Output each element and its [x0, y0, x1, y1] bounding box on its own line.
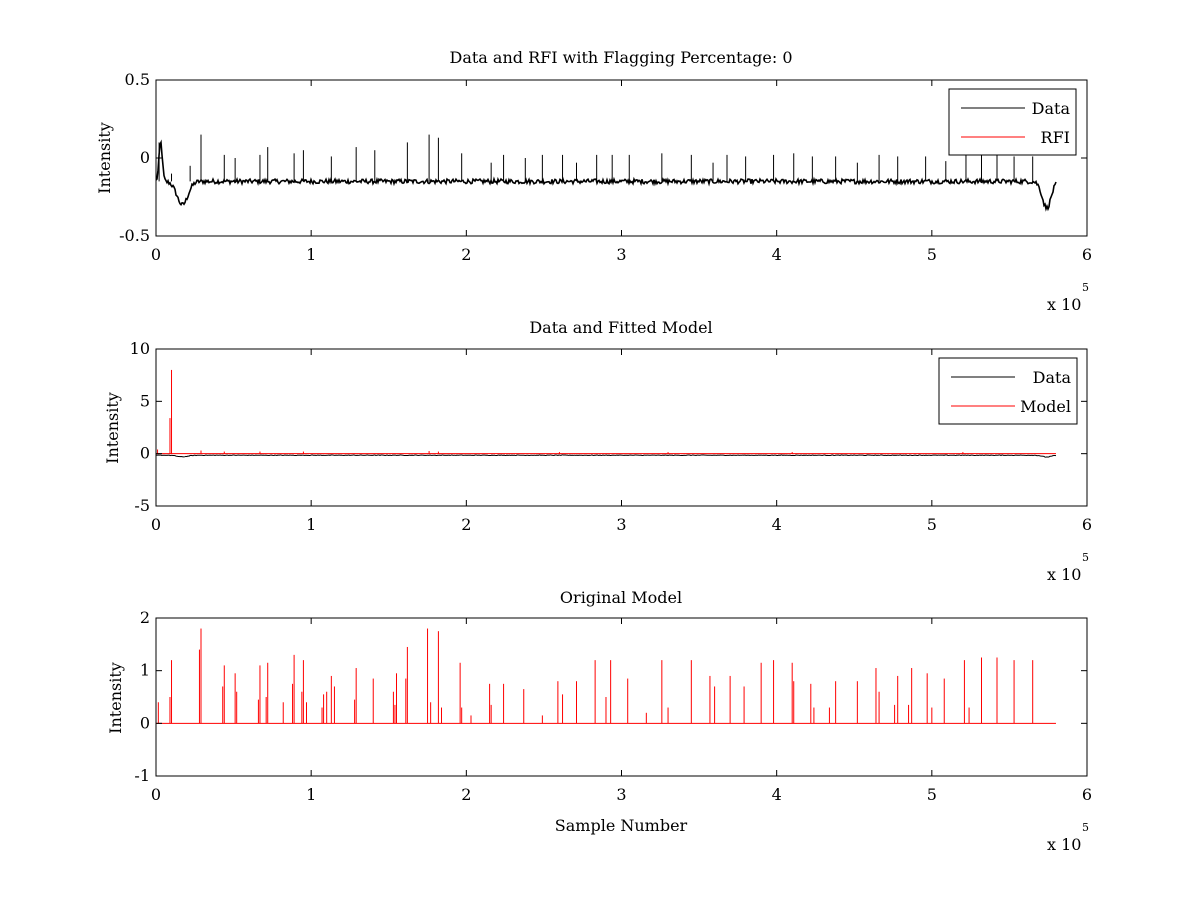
x-tick-label: 4 — [772, 785, 782, 804]
x-tick-label: 3 — [616, 245, 626, 264]
x-tick-label: 6 — [1082, 245, 1092, 264]
x-tick-label: 6 — [1082, 515, 1092, 534]
x-tick-label: 5 — [927, 515, 937, 534]
x-tick-label: 5 — [927, 245, 937, 264]
y-tick-label: -0.5 — [119, 226, 150, 245]
x-multiplier-base: x 10 — [1047, 565, 1081, 584]
legend-label-data: Data — [1032, 99, 1071, 118]
x-multiplier-exponent: 5 — [1082, 821, 1089, 834]
x-tick-label: 0 — [151, 245, 161, 264]
y-tick-label: -5 — [134, 496, 150, 515]
y-axis-label: Intensity — [95, 122, 114, 194]
x-tick-label: 1 — [306, 785, 316, 804]
series-group — [156, 369, 1057, 458]
x-tick-label: 2 — [461, 245, 471, 264]
x-tick-label: 0 — [151, 515, 161, 534]
legend-label-rfi: RFI — [1041, 128, 1070, 147]
legend: Data Model — [938, 357, 1078, 425]
y-tick-label: 5 — [140, 391, 150, 410]
series-line-data — [156, 454, 1057, 458]
y-tick-label: 0 — [140, 148, 150, 167]
legend-label-data: Data — [1033, 368, 1072, 387]
axes-frame — [155, 617, 1088, 777]
x-tick-label: 1 — [306, 245, 316, 264]
subplot-title: Data and Fitted Model — [529, 318, 712, 337]
x-tick-label: 2 — [461, 515, 471, 534]
y-tick-label: -1 — [134, 766, 150, 785]
x-tick-label: 1 — [306, 515, 316, 534]
x-tick-label: 3 — [616, 515, 626, 534]
x-tick-label: 5 — [927, 785, 937, 804]
axes-frame — [155, 79, 1088, 237]
x-tick-label: 3 — [616, 785, 626, 804]
legend-box — [938, 357, 1078, 425]
series-group — [156, 134, 1057, 212]
x-tick-label: 6 — [1082, 785, 1092, 804]
subplot-title: Data and RFI with Flagging Percentage: 0 — [449, 48, 792, 67]
axes-frame — [155, 348, 1088, 507]
y-axis-label: Intensity — [106, 662, 125, 734]
legend-box — [948, 88, 1077, 156]
x-multiplier-exponent: 5 — [1082, 551, 1089, 564]
x-axis-label: Sample Number — [555, 816, 688, 835]
x-multiplier-base: x 10 — [1047, 835, 1081, 854]
y-tick-label: 2 — [140, 608, 150, 627]
x-multiplier-exponent: 5 — [1082, 281, 1089, 294]
subplot-data-and-rfi: Data and RFI with Flagging Percentage: 0… — [95, 48, 1092, 314]
y-tick-label: 1 — [140, 661, 150, 680]
series-group — [156, 628, 1056, 724]
x-multiplier-base: x 10 — [1047, 295, 1081, 314]
y-tick-label: 0 — [140, 713, 150, 732]
x-tick-label: 2 — [461, 785, 471, 804]
legend-label-model: Model — [1020, 397, 1071, 416]
legend: Data RFI — [948, 88, 1077, 156]
x-tick-label: 4 — [772, 515, 782, 534]
x-tick-label: 0 — [151, 785, 161, 804]
x-tick-label: 4 — [772, 245, 782, 264]
subplot-title: Original Model — [560, 588, 682, 607]
y-tick-label: 0.5 — [125, 70, 150, 89]
y-tick-label: 10 — [130, 339, 150, 358]
series-line-data — [156, 139, 1057, 212]
y-tick-label: 0 — [140, 444, 150, 463]
y-axis-label: Intensity — [103, 392, 122, 464]
